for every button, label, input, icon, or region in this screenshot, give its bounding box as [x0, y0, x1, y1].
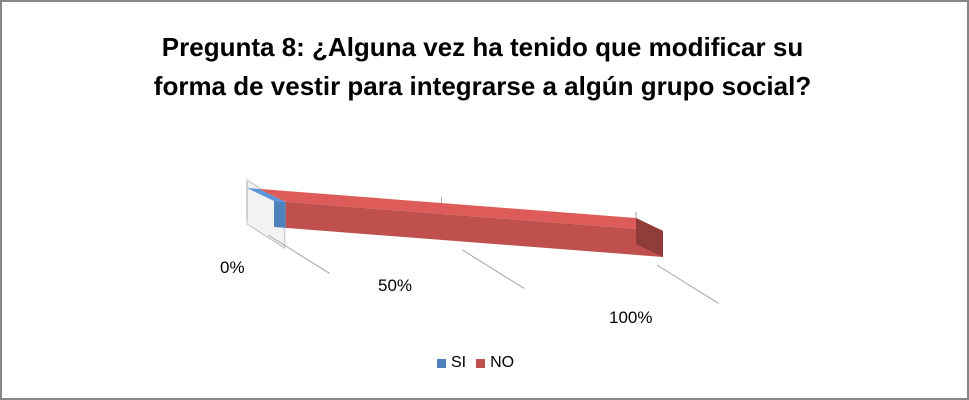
x-tick-label: 0%	[220, 258, 245, 277]
x-tick-label: 50%	[378, 276, 412, 295]
bar-top-face	[258, 188, 663, 231]
legend-label-no: NO	[490, 354, 515, 371]
legend-swatch-si	[437, 358, 446, 368]
gridline-depth	[656, 264, 719, 304]
legend-label-si: SI	[451, 354, 467, 371]
legend-swatch-no	[476, 358, 486, 368]
chart-title-line-2: forma de vestir para integrarse a algún …	[153, 71, 812, 101]
bar-front-face	[285, 201, 663, 257]
chart-tick-labels: 0% 50% 100%	[220, 258, 652, 327]
bar-no	[258, 188, 663, 257]
gridline-depth	[267, 234, 330, 274]
bar-end-face	[636, 218, 663, 257]
legend-item-si: SI	[437, 354, 466, 372]
chart-title: Pregunta 8: ¿Alguna vez ha tenido que mo…	[0, 28, 965, 106]
chart-bars	[247, 188, 663, 257]
chart-legend: SI NO	[437, 354, 514, 372]
bar-top-face	[247, 188, 286, 202]
legend-item-no: NO	[476, 354, 514, 372]
chart-title-line-1: Pregunta 8: ¿Alguna vez ha tenido que mo…	[161, 32, 804, 62]
x-tick-label: 100%	[609, 308, 652, 327]
gridline-depth	[462, 249, 525, 289]
bar-si	[247, 188, 286, 228]
bar-front-face	[274, 201, 286, 228]
